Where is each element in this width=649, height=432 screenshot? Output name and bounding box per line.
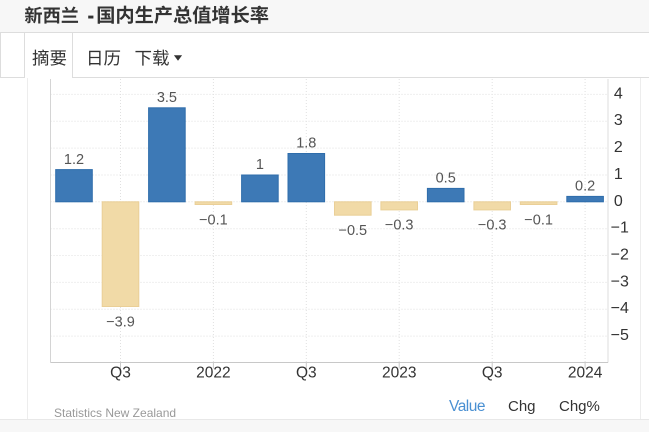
svg-text:−0.3: −0.3 [385,218,414,234]
svg-text:0.2: 0.2 [575,179,595,195]
svg-text:−0.1: −0.1 [199,212,228,228]
svg-text:−4: −4 [611,300,629,317]
svg-text:0: 0 [614,193,623,210]
svg-text:1.2: 1.2 [64,152,84,168]
svg-text:−3.9: −3.9 [106,314,135,330]
svg-text:3: 3 [614,112,623,129]
svg-text:Q3: Q3 [110,365,131,382]
svg-text:4: 4 [614,85,623,102]
svg-text:1: 1 [614,166,623,183]
svg-text:1.8: 1.8 [296,136,316,152]
svg-text:0.5: 0.5 [436,171,456,187]
svg-text:−2: −2 [611,247,629,264]
svg-text:2023: 2023 [382,365,416,382]
svg-text:2022: 2022 [196,365,230,382]
svg-text:−1: −1 [611,220,629,237]
svg-text:1: 1 [256,157,264,173]
svg-text:−3: −3 [611,273,629,290]
svg-text:−5: −5 [611,327,629,344]
svg-text:Q3: Q3 [482,365,503,382]
svg-text:−0.3: −0.3 [478,218,507,234]
svg-text:−0.5: −0.5 [338,223,367,239]
svg-text:2024: 2024 [568,365,603,382]
svg-text:−0.1: −0.1 [524,212,553,228]
svg-text:3.5: 3.5 [157,90,177,106]
svg-text:Q3: Q3 [296,365,317,382]
svg-text:2: 2 [614,139,623,156]
